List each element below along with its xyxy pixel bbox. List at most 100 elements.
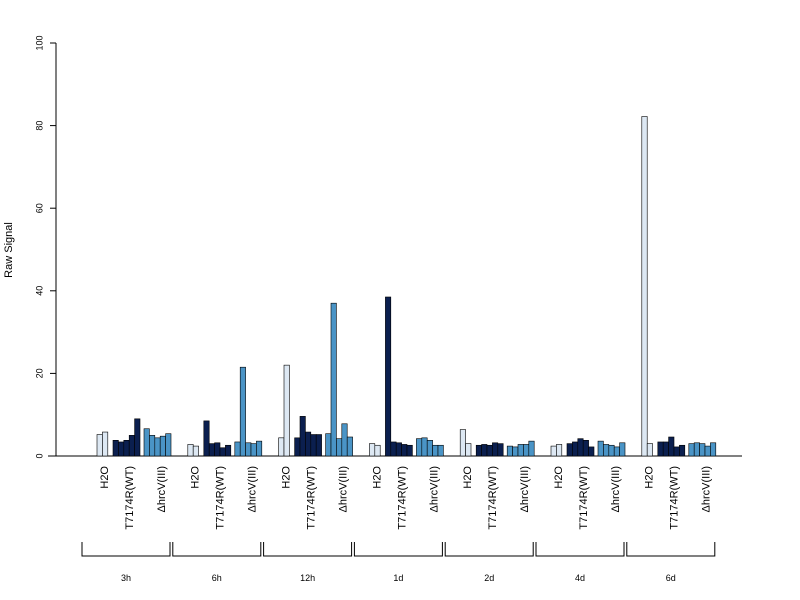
condition-label: ΔhrcV(III) [428,466,440,512]
bar [299,416,306,457]
bar [608,444,615,457]
bar [432,444,439,457]
bar [492,442,499,457]
bar [310,434,317,457]
bar [390,441,397,457]
bar [465,443,472,457]
condition-label: T7174R(WT) [306,466,318,530]
bar [699,443,706,457]
y-tick-label: 0 [34,453,44,458]
time-label: 6d [666,573,676,583]
condition-label: ΔhrcV(III) [338,466,350,512]
bar [385,296,392,457]
bar [597,440,604,457]
bar [657,441,664,457]
bar [688,443,695,457]
bar [283,364,290,457]
condition-label: H2O [644,466,656,489]
bar [187,444,194,457]
bar [192,445,199,457]
bar [208,443,215,457]
bar [305,431,312,457]
bar [646,443,653,457]
condition-label: T7174R(WT) [215,466,227,530]
bar [214,442,221,457]
y-tick-label: 60 [34,203,44,213]
bar [341,423,348,457]
bar [96,434,103,457]
bar [239,366,246,457]
bar [134,418,141,457]
condition-label: T7174R(WT) [396,466,408,530]
y-tick-label: 20 [34,368,44,378]
bar [102,431,109,457]
bar [550,445,557,457]
bar [336,438,343,457]
bar [704,445,711,457]
time-bracket [535,542,625,557]
bar [641,116,648,457]
bar [123,440,130,457]
y-axis: 0 20 40 60 80 100 [34,35,57,459]
bar [588,446,595,457]
bar [577,438,584,457]
bar [374,444,381,457]
bar [128,435,135,457]
bar [497,443,504,457]
bar [517,444,524,457]
bar [159,435,166,457]
bar [330,302,337,457]
condition-label: ΔhrcV(III) [610,466,622,512]
bar [506,445,513,457]
bar [668,436,675,457]
bar [234,441,241,457]
bar [693,442,700,457]
bar [245,442,252,457]
bar [250,443,257,457]
time-label: 6h [212,573,222,583]
bar [426,440,433,457]
bar [401,444,408,457]
bar [112,440,119,457]
condition-label: T7174R(WT) [669,466,681,530]
time-bracket [81,542,171,557]
bar [165,433,172,457]
bar [481,444,488,457]
bars [96,116,717,457]
bar [154,437,161,457]
time-label: 12h [300,573,315,583]
bar [203,420,210,457]
time-bracket [172,542,262,557]
bar [523,444,530,457]
bar [416,438,423,457]
condition-label: H2O [371,466,383,489]
bar [225,444,232,457]
bar [512,446,519,457]
time-label: 4d [575,573,585,583]
condition-label: H2O [553,466,565,489]
bar [619,442,626,457]
time-brackets: 3h 6h 12h 1d 2d 4d 6d [81,542,716,583]
bar [294,437,301,457]
condition-label: T7174R(WT) [578,466,590,530]
bar [406,444,413,457]
bar [556,444,563,457]
bar [566,443,573,457]
condition-label: ΔhrcV(III) [701,466,713,512]
bar [149,435,156,457]
bar [673,446,680,457]
y-tick-label: 80 [34,121,44,131]
time-bracket [444,542,534,557]
condition-label: T7174R(WT) [487,466,499,530]
time-label: 1d [393,573,403,583]
time-bracket [353,542,443,557]
bar [437,444,444,457]
time-label: 2d [484,573,494,583]
y-axis-label: Raw Signal [3,222,15,278]
time-label: 3h [121,573,131,583]
condition-label: ΔhrcV(III) [519,466,531,512]
bar [603,444,610,457]
bar [395,442,402,457]
bar [369,443,376,457]
time-bracket [263,542,353,557]
